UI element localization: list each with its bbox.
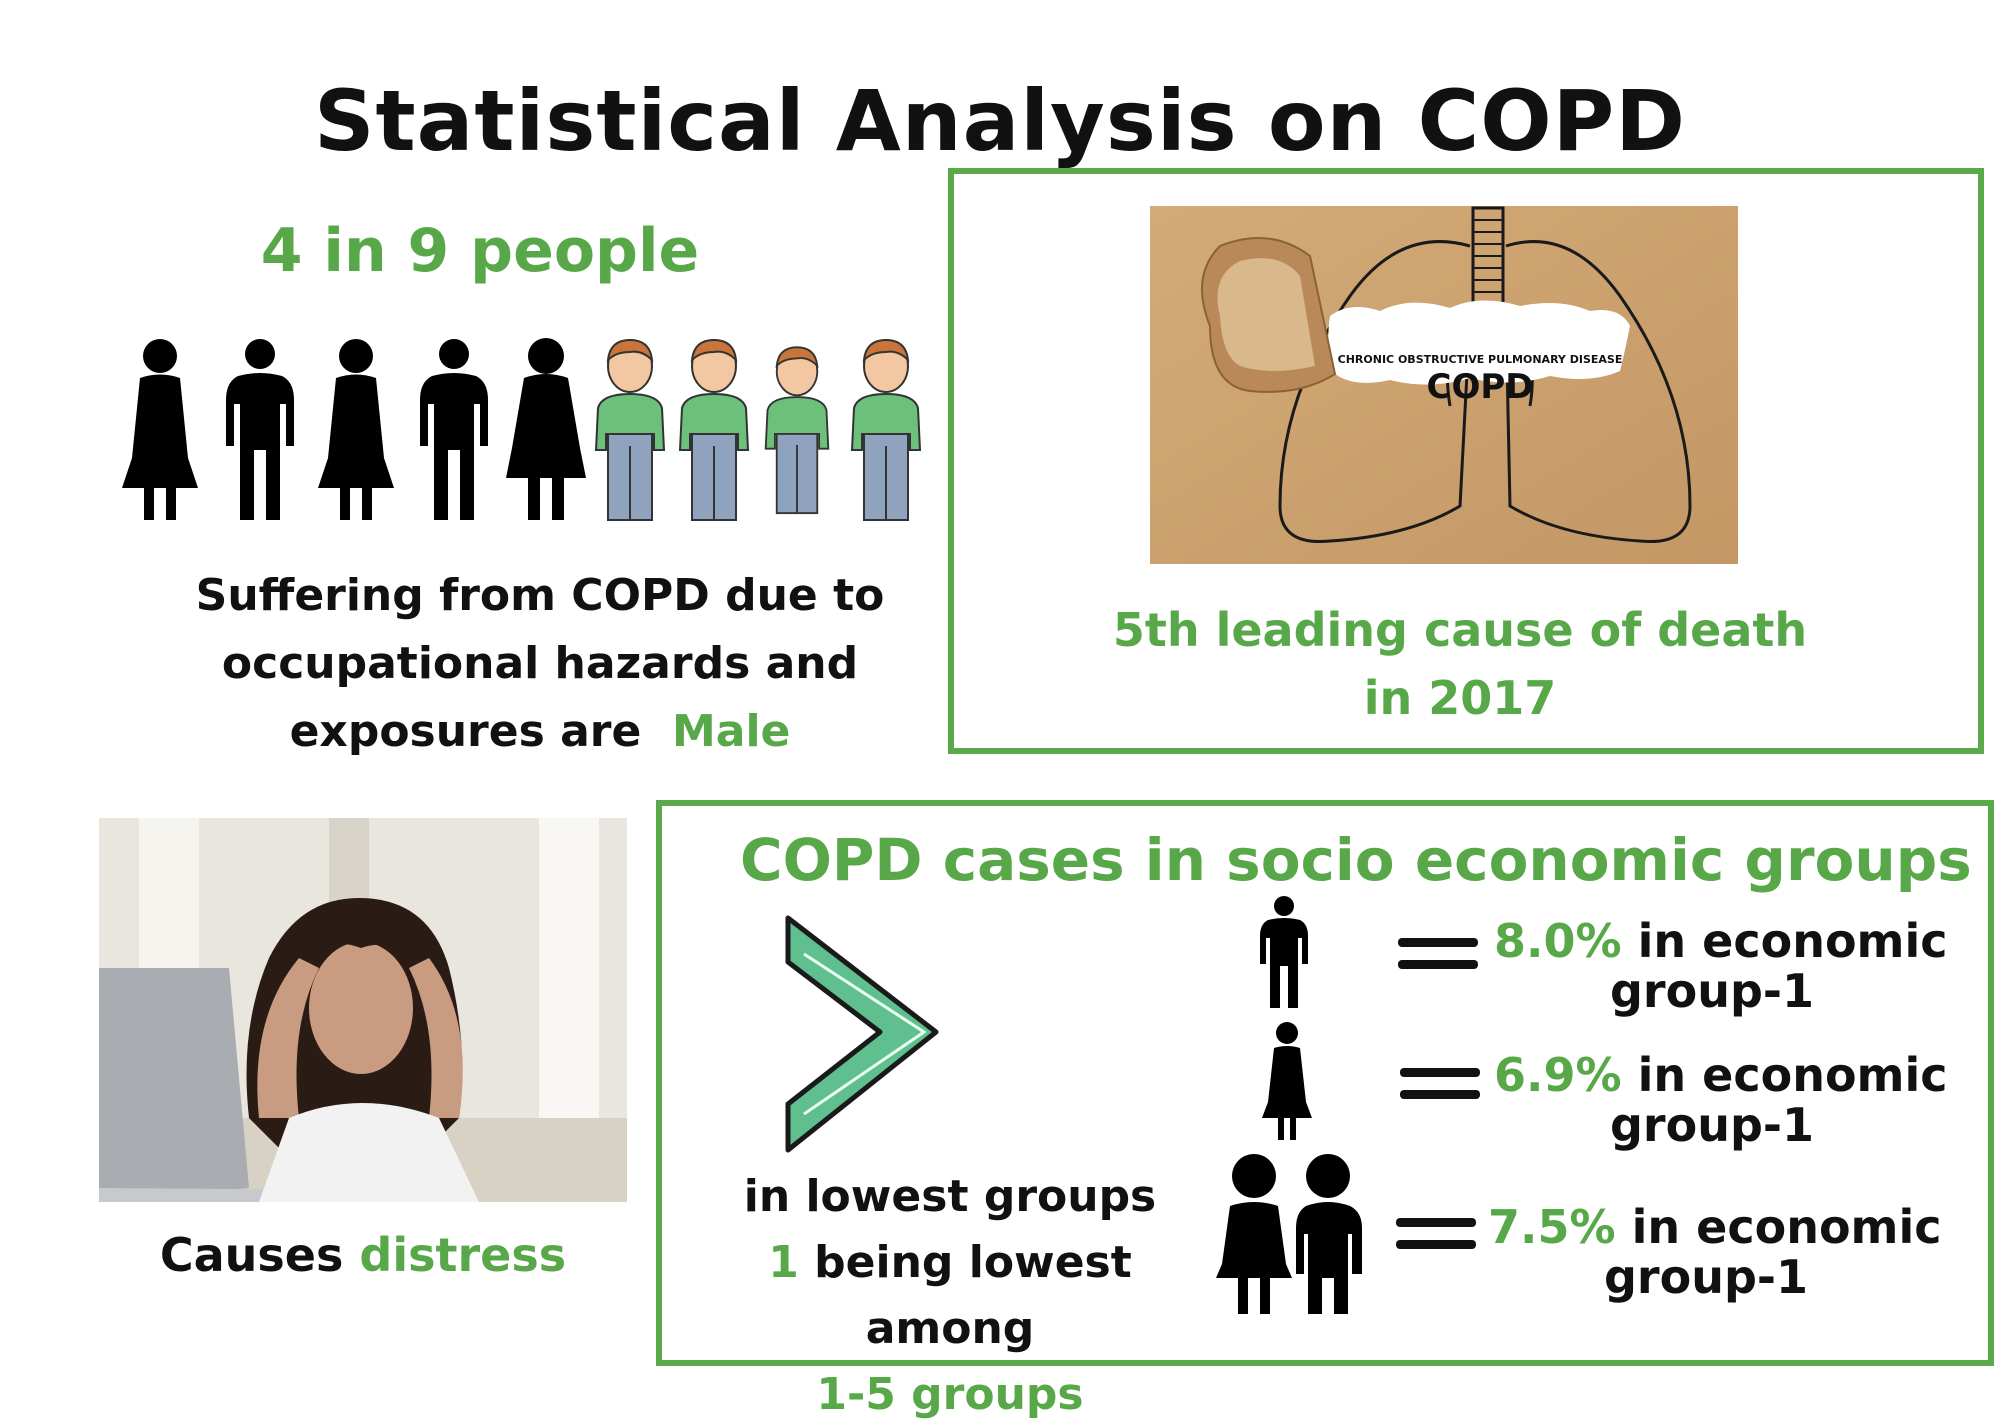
group-percentage: 6.9% xyxy=(1494,1048,1622,1102)
people-row xyxy=(110,338,930,528)
group-label: in economic xyxy=(1621,1048,1948,1102)
lowest-line-text: being lowest among xyxy=(798,1237,1132,1354)
death-cause-year: in 2017 xyxy=(1363,671,1557,725)
group-name: group-1 xyxy=(1610,1098,1814,1152)
male-silhouette-icon xyxy=(1260,896,1308,1008)
socio-economic-title: COPD cases in socio economic groups xyxy=(740,826,1972,894)
group-percentage: 8.0% xyxy=(1494,914,1622,968)
lungs-torn-paper-image: CHRONIC OBSTRUCTIVE PULMONARY DISEASE CO… xyxy=(1150,206,1738,564)
distress-prefix: Causes xyxy=(159,1228,344,1282)
group-name: group-1 xyxy=(1604,1250,1808,1304)
occupational-caption: Suffering from COPD due to occupational … xyxy=(160,562,920,766)
lowest-number: 1 xyxy=(768,1237,799,1288)
distress-caption: Causes distress xyxy=(99,1228,627,1282)
male-highlight: Male xyxy=(671,706,791,757)
people-ratio-headline: 4 in 9 people xyxy=(260,216,700,286)
lowest-groups-text: in lowest groups 1 being lowest among 1-… xyxy=(680,1164,1220,1428)
equals-icon xyxy=(1400,1068,1480,1112)
lungs-image-label: COPD xyxy=(1427,367,1534,407)
female-silhouette-icon xyxy=(318,339,394,520)
socio-economic-panel xyxy=(656,800,1994,1366)
male-worker-icon xyxy=(594,338,666,521)
lungs-image-subtitle: CHRONIC OBSTRUCTIVE PULMONARY DISEASE xyxy=(1338,353,1623,366)
group-name: group-1 xyxy=(1610,964,1814,1018)
caption-line: occupational hazards and xyxy=(221,638,859,689)
page-title: Statistical Analysis on COPD xyxy=(314,72,1686,170)
economic-group-stat: 7.5% in economic group-1 xyxy=(1488,1202,1942,1302)
female-silhouette-icon xyxy=(122,339,198,520)
group-label: in economic xyxy=(1615,1200,1942,1254)
lowest-range: 1-5 groups xyxy=(816,1369,1084,1420)
group-label: in economic xyxy=(1621,914,1948,968)
caption-line: Suffering from COPD due to xyxy=(195,570,885,621)
death-cause-panel xyxy=(948,168,1984,754)
couple-silhouette-icon xyxy=(1216,1154,1362,1314)
equals-icon xyxy=(1398,938,1478,982)
distressed-woman-photo xyxy=(99,818,627,1202)
group-percentage: 7.5% xyxy=(1488,1200,1616,1254)
economic-group-stat: 8.0% in economic group-1 xyxy=(1494,916,1948,1016)
equals-icon xyxy=(1396,1218,1476,1262)
female-silhouette-icon xyxy=(1262,1022,1312,1140)
death-cause-line: 5th leading cause of death xyxy=(1112,603,1808,657)
death-cause-text: 5th leading cause of death in 2017 xyxy=(1050,596,1870,732)
male-worker-icon xyxy=(850,338,922,521)
economic-group-stat: 6.9% in economic group-1 xyxy=(1494,1050,1948,1150)
male-worker-icon xyxy=(678,338,750,521)
male-silhouette-icon xyxy=(226,339,294,520)
caption-line: exposures are Male xyxy=(160,698,920,766)
male-silhouette-icon xyxy=(420,339,488,520)
distress-highlight: distress xyxy=(359,1228,567,1282)
female-silhouette-icon xyxy=(506,338,586,520)
lowest-line: in lowest groups xyxy=(743,1171,1157,1222)
greater-than-chevron-icon xyxy=(785,915,939,1153)
caption-line-text: exposures are xyxy=(289,706,642,757)
lowest-line: 1 being lowest among xyxy=(680,1230,1220,1362)
male-worker-icon xyxy=(764,346,830,515)
